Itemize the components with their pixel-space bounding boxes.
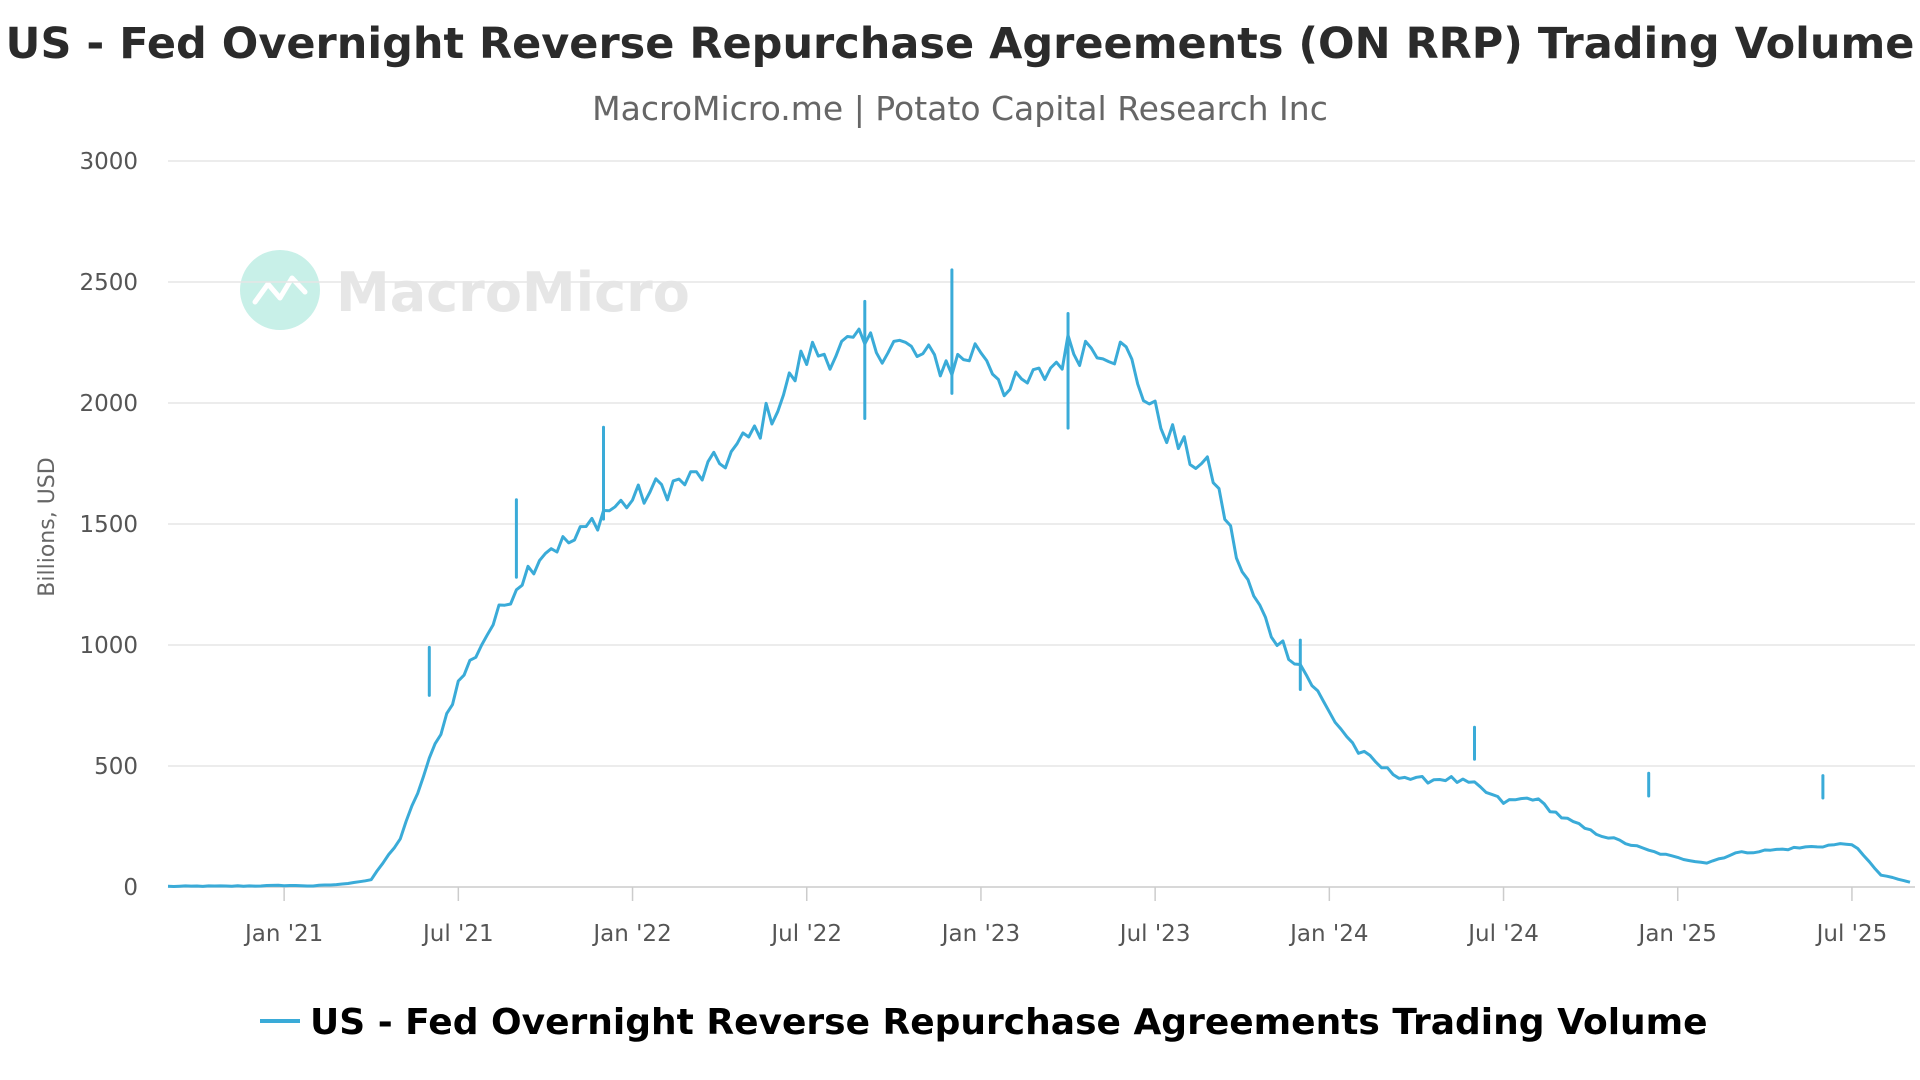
x-tick-label: Jul '21 xyxy=(421,921,494,947)
x-tick-label: Jul '23 xyxy=(1118,921,1191,947)
series-layer xyxy=(167,327,1911,888)
chart-subtitle: MacroMicro.me | Potato Capital Research … xyxy=(592,89,1328,128)
legend[interactable]: US - Fed Overnight Reverse Repurchase Ag… xyxy=(260,1002,1708,1043)
y-tick-label: 1500 xyxy=(79,512,138,538)
watermark-logo-icon xyxy=(240,250,320,330)
x-tick-label: Jan '22 xyxy=(591,921,671,947)
series-line[interactable] xyxy=(167,327,1911,888)
y-tick-label: 3000 xyxy=(79,149,138,175)
x-tick-label: Jul '25 xyxy=(1815,921,1888,947)
grid-lines xyxy=(168,160,1915,767)
y-tick-label: 2500 xyxy=(79,270,138,296)
x-tick-label: Jan '24 xyxy=(1288,921,1368,947)
x-tick-label: Jan '25 xyxy=(1637,921,1717,947)
x-tick-label: Jan '23 xyxy=(940,921,1020,947)
y-tick-label: 2000 xyxy=(79,391,138,417)
watermark-text: MacroMicro xyxy=(336,261,690,324)
x-tick-label: Jan '21 xyxy=(243,921,323,947)
watermark: MacroMicro xyxy=(240,250,690,330)
x-tick-label: Jul '24 xyxy=(1466,921,1539,947)
y-tick-label: 500 xyxy=(94,754,138,780)
x-axis: Jan '21 Jul '21 Jan '22 Jul '22 Jan '23 Jul '… xyxy=(168,886,1915,947)
chart-title: US - Fed Overnight Reverse Repurchase Ag… xyxy=(6,19,1915,69)
y-axis-title: Billions, USD xyxy=(35,457,60,596)
x-tick-label: Jul '22 xyxy=(769,921,842,947)
legend-label[interactable]: US - Fed Overnight Reverse Repurchase Ag… xyxy=(310,1002,1708,1043)
y-tick-label: 0 xyxy=(123,875,138,901)
y-axis-ticks: 0 500 1000 1500 2000 2500 3000 xyxy=(79,149,138,901)
y-tick-label: 1000 xyxy=(79,633,138,659)
spike-points xyxy=(427,268,1825,800)
